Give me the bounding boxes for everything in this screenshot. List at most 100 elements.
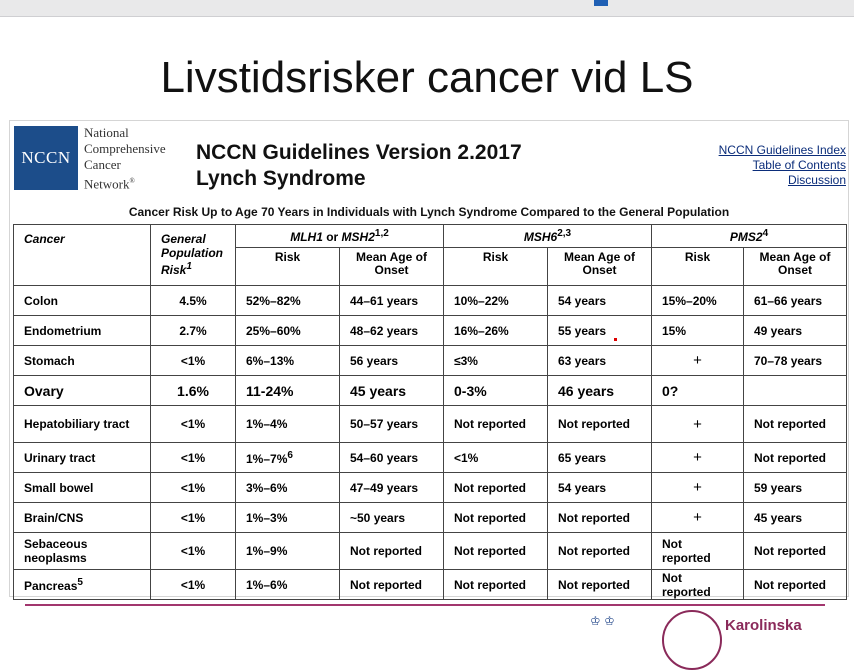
cell-value: 48–62 years bbox=[350, 323, 419, 338]
link-table-of-contents[interactable]: Table of Contents bbox=[752, 158, 846, 172]
cancer-name: Pancreas bbox=[24, 578, 78, 593]
cell-value: 1%–6% bbox=[246, 577, 288, 592]
table-row: Sebaceous neoplasms <1% 1%–9% Not reported N… bbox=[13, 532, 847, 570]
cell-cancer: Brain/CNS bbox=[13, 502, 151, 533]
cell-general: 1.6% bbox=[150, 375, 236, 406]
cell-msh6-risk: <1% bbox=[443, 442, 548, 473]
table-row: Colon 4.5% 52%–82% 44–61 years 10%–22% 54 yea… bbox=[13, 285, 847, 316]
group-header-msh6: MSH62,3 bbox=[443, 224, 652, 248]
cell-value: 52%–82% bbox=[246, 293, 301, 308]
cell-pms2-risk: + bbox=[651, 502, 744, 533]
cell-cancer: Hepatobiliary tract bbox=[13, 405, 151, 443]
cell-msh6-age: Not reported bbox=[547, 405, 652, 443]
cell-general: <1% bbox=[150, 345, 236, 376]
cell-value: + bbox=[693, 479, 702, 496]
cell-value: 1.6% bbox=[177, 382, 209, 399]
cell-cancer: Ovary bbox=[13, 375, 151, 406]
cell-value: Not reported bbox=[454, 510, 526, 525]
cell-mlh1-age: Not reported bbox=[339, 569, 444, 600]
cell-pms2-risk: Not reported bbox=[651, 569, 744, 600]
cancer-name: Hepatobiliary tract bbox=[24, 417, 130, 431]
cell-msh6-risk: 16%–26% bbox=[443, 315, 548, 346]
cancer-name: Colon bbox=[24, 293, 58, 308]
cancer-name: Sebaceous neoplasms bbox=[24, 537, 88, 565]
cell-value: 56 years bbox=[350, 353, 399, 368]
cell-value: Not reported bbox=[350, 544, 422, 558]
cell-value: 44–61 years bbox=[350, 293, 419, 308]
col-header-general-line: Population bbox=[161, 246, 223, 260]
cell-msh6-age: Not reported bbox=[547, 502, 652, 533]
footer-divider bbox=[25, 604, 825, 606]
cell-pms2-age bbox=[743, 375, 847, 406]
cell-value: <1% bbox=[180, 577, 206, 592]
cell-cancer: Endometrium bbox=[13, 315, 151, 346]
cell-pms2-age: Not reported bbox=[743, 569, 847, 600]
cell-msh6-age: Not reported bbox=[547, 532, 652, 570]
cell-value: 1%–4% bbox=[246, 417, 288, 431]
gene-name: MSH2 bbox=[341, 230, 375, 244]
footnote-ref: 6 bbox=[287, 449, 293, 461]
cell-mlh1-risk: 1%–6% bbox=[235, 569, 340, 600]
cell-msh6-age: Not reported bbox=[547, 569, 652, 600]
cell-cancer: Stomach bbox=[13, 345, 151, 376]
link-guidelines-index[interactable]: NCCN Guidelines Index bbox=[718, 143, 846, 157]
cell-pms2-age: 45 years bbox=[743, 502, 847, 533]
cell-value: 54 years bbox=[558, 293, 607, 308]
cell-cancer: Small bowel bbox=[13, 472, 151, 503]
cell-value: 2.7% bbox=[179, 323, 207, 338]
cell-mlh1-age: 45 years bbox=[339, 375, 444, 406]
trademark: ® bbox=[129, 177, 135, 185]
col-header-general-risk: General Population Risk1 bbox=[150, 224, 236, 286]
org-name-text: Network bbox=[84, 176, 130, 192]
top-bar bbox=[0, 0, 854, 17]
org-name-line: Network® bbox=[84, 173, 166, 192]
cell-mlh1-risk: 1%–9% bbox=[235, 532, 340, 570]
cell-msh6-risk: Not reported bbox=[443, 502, 548, 533]
cancer-name: Ovary bbox=[24, 382, 64, 399]
cancer-name: Small bowel bbox=[24, 480, 94, 495]
cell-value: 0? bbox=[662, 382, 679, 399]
table-row: Endometrium 2.7% 25%–60% 48–62 years 16%–26%… bbox=[13, 315, 847, 346]
cancer-risk-table: Cancer General Population Risk1 MLH1 or … bbox=[13, 224, 847, 600]
table-row: Hepatobiliary tract <1% 1%–4% 50–57 years No… bbox=[13, 405, 847, 443]
guideline-topic: Lynch Syndrome bbox=[196, 167, 366, 190]
cell-msh6-age: 54 years bbox=[547, 285, 652, 316]
table-caption: Cancer Risk Up to Age 70 Years in Indivi… bbox=[128, 205, 730, 219]
gene-name: PMS2 bbox=[729, 230, 763, 244]
cell-value: <1% bbox=[180, 353, 206, 368]
cancer-name: Stomach bbox=[24, 353, 75, 368]
sub-header-mean-age: Mean Age of Onset bbox=[339, 247, 444, 286]
sub-header-line: Mean Age of bbox=[356, 250, 427, 264]
cell-value: ~50 years bbox=[350, 510, 406, 525]
cell-mlh1-age: 44–61 years bbox=[339, 285, 444, 316]
cell-cancer: Pancreas5 bbox=[13, 569, 151, 600]
cell-pms2-risk: + bbox=[651, 345, 744, 376]
cell-value: 46 years bbox=[558, 382, 615, 399]
cell-value: 16%–26% bbox=[454, 323, 509, 338]
org-name-line: Cancer bbox=[84, 157, 121, 172]
cell-msh6-age: 63 years bbox=[547, 345, 652, 376]
gene-name: MLH1 bbox=[290, 230, 323, 244]
footer-org-name: Karolinska bbox=[725, 617, 802, 634]
link-discussion[interactable]: Discussion bbox=[787, 173, 846, 187]
cell-value: + bbox=[693, 449, 702, 466]
cell-value: 59 years bbox=[754, 480, 803, 495]
nccn-guideline-panel: NCCN National Comprehensive Cancer Netwo… bbox=[9, 120, 849, 600]
group-header-mlh1-msh2: MLH1 or MSH21,2 bbox=[235, 224, 444, 248]
table-row: Urinary tract <1% 1%–7%6 54–60 years <1% 65 y… bbox=[13, 442, 847, 473]
sub-header-mean-age: Mean Age of Onset bbox=[547, 247, 652, 286]
cell-general: <1% bbox=[150, 442, 236, 473]
cell-value: 4.5% bbox=[179, 293, 207, 308]
cell-mlh1-risk: 1%–3% bbox=[235, 502, 340, 533]
cell-value: 25%–60% bbox=[246, 323, 301, 338]
cell-general: 2.7% bbox=[150, 315, 236, 346]
cell-mlh1-age: 54–60 years bbox=[339, 442, 444, 473]
nccn-logo-text: NCCN bbox=[21, 148, 71, 167]
cell-value: Not reported bbox=[558, 544, 630, 558]
slide-title: Livstidsrisker cancer vid LS bbox=[160, 53, 694, 102]
cell-pms2-risk: 15%–20% bbox=[651, 285, 744, 316]
cell-value: 55 years bbox=[558, 323, 607, 338]
cell-mlh1-risk: 11-24% bbox=[235, 375, 340, 406]
cell-value: 15% bbox=[662, 323, 687, 338]
cell-value: 54 years bbox=[558, 480, 607, 495]
